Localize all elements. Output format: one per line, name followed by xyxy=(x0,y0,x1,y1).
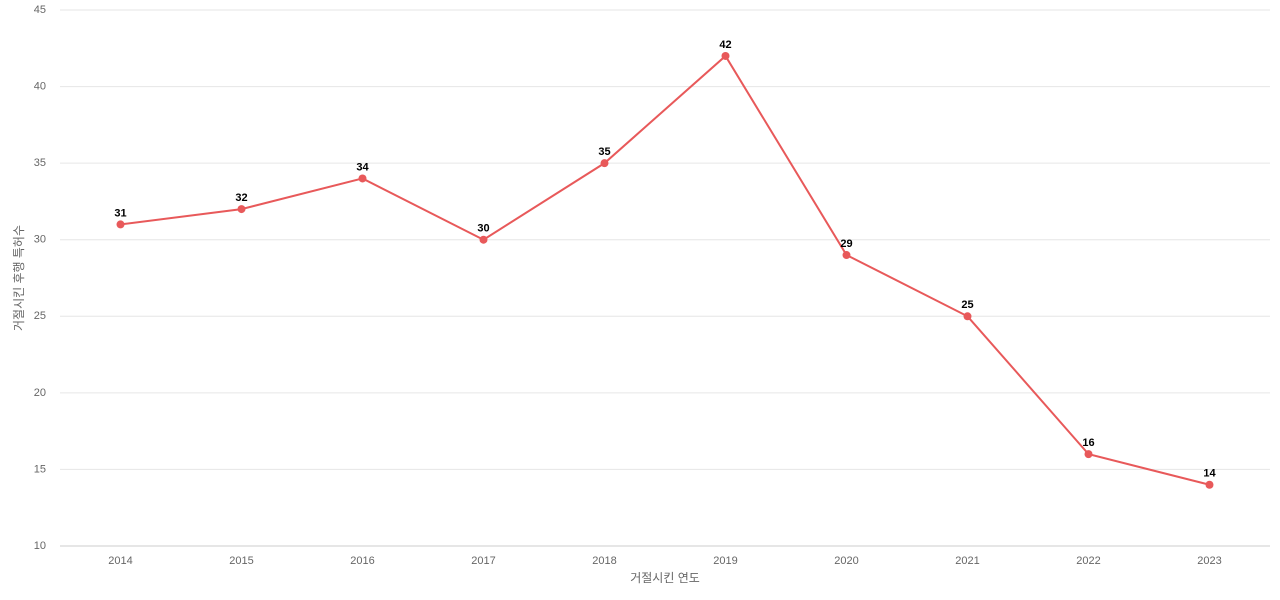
point xyxy=(963,312,972,321)
point xyxy=(1205,480,1214,489)
value-label: 42 xyxy=(719,39,731,51)
x-tick-label: 2020 xyxy=(834,555,858,567)
x-tick-label: 2022 xyxy=(1076,555,1100,567)
x-tick-label: 2017 xyxy=(471,555,495,567)
value-label: 34 xyxy=(356,161,369,173)
x-tick-label: 2018 xyxy=(592,555,616,567)
x-axis-title: 거절시킨 연도 xyxy=(630,571,700,585)
line xyxy=(120,54,1210,486)
y-tick-label: 25 xyxy=(34,310,46,322)
value-label: 25 xyxy=(961,299,973,311)
x-tick-label: 2015 xyxy=(229,555,253,567)
point xyxy=(237,205,246,214)
point xyxy=(600,159,609,168)
value-label: 29 xyxy=(840,238,852,250)
x-tick-label: 2016 xyxy=(350,555,374,567)
value-label: 14 xyxy=(1203,468,1216,480)
point xyxy=(116,220,125,229)
y-axis-title: 거절시킨 후행 특허수 xyxy=(11,225,26,331)
y-tick-label: 35 xyxy=(34,157,46,169)
x-tick-label: 2014 xyxy=(108,555,132,567)
point xyxy=(721,51,730,60)
x-tick-label: 2023 xyxy=(1197,555,1221,567)
point xyxy=(842,251,851,260)
point xyxy=(1084,450,1093,459)
value-label: 31 xyxy=(114,207,126,219)
y-tick-label: 10 xyxy=(34,540,46,552)
y-tick-label: 15 xyxy=(34,463,46,475)
value-label: 35 xyxy=(598,146,610,158)
y-tick-label: 45 xyxy=(34,4,46,16)
y-tick-label: 20 xyxy=(34,387,46,399)
x-tick-label: 2019 xyxy=(713,555,737,567)
value-label: 30 xyxy=(477,223,489,235)
point xyxy=(358,174,367,183)
point xyxy=(479,235,488,244)
x-tick-label: 2021 xyxy=(955,555,979,567)
value-label: 16 xyxy=(1082,437,1094,449)
value-label: 32 xyxy=(235,192,247,204)
y-tick-label: 30 xyxy=(34,234,46,246)
y-tick-label: 40 xyxy=(34,80,46,92)
